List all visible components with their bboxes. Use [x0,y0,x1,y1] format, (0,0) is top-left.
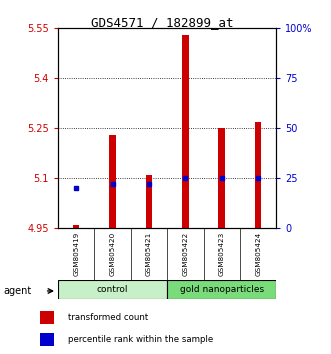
Bar [255,122,261,228]
Text: GSM805424: GSM805424 [255,232,261,276]
Text: GSM805421: GSM805421 [146,232,152,276]
Text: GSM805422: GSM805422 [182,232,188,276]
Text: control: control [97,285,128,294]
Bar [58,280,167,299]
Text: percentile rank within the sample: percentile rank within the sample [68,335,213,344]
Bar [40,333,54,346]
Text: GSM805420: GSM805420 [110,232,116,276]
Text: GDS4571 / 182899_at: GDS4571 / 182899_at [91,16,233,29]
Bar [218,128,225,228]
Bar [109,135,116,228]
Text: transformed count: transformed count [68,313,148,322]
Text: gold nanoparticles: gold nanoparticles [180,285,264,294]
Bar [182,35,189,228]
Bar [73,225,79,228]
Text: GSM805423: GSM805423 [219,232,225,276]
Bar [146,175,152,228]
Text: GSM805419: GSM805419 [73,232,79,276]
Bar [167,280,276,299]
Bar [40,311,54,324]
Text: agent: agent [3,286,31,296]
